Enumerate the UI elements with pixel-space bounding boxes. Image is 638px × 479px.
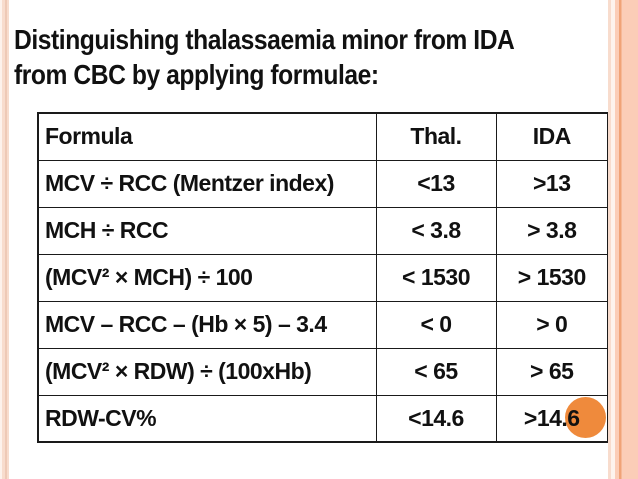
formula-cell: RDW-CV% <box>37 394 377 443</box>
thal-value-cell: <13 <box>375 159 497 208</box>
header-thal: Thal. <box>375 112 497 161</box>
ida-value-cell: > 3.8 <box>495 206 609 255</box>
thal-value-cell: < 65 <box>375 347 497 396</box>
ida-value-cell: >13 <box>495 159 609 208</box>
ida-value-cell: > 1530 <box>495 253 609 302</box>
formula-cell: (MCV² × RDW) ÷ (100xHb) <box>37 347 377 396</box>
header-ida: IDA <box>495 112 609 161</box>
formula-cell: MCV ÷ RCC (Mentzer index) <box>37 159 377 208</box>
ida-value-cell: >14.6 <box>495 394 609 443</box>
table-row-mch-rcc: MCH ÷ RCC < 3.8 > 3.8 <box>37 206 609 255</box>
table-row-england-fraser: MCV – RCC – (Hb × 5) – 3.4 < 0 > 0 <box>37 300 609 349</box>
slide-title: Distinguishing thalassaemia minor from I… <box>14 22 595 92</box>
table-row-mcv2-mch: (MCV² × MCH) ÷ 100 < 1530 > 1530 <box>37 253 609 302</box>
left-border-decoration <box>0 0 10 479</box>
ida-value-cell: > 65 <box>495 347 609 396</box>
thal-value-cell: < 1530 <box>375 253 497 302</box>
table-row-mcv2-rdw: (MCV² × RDW) ÷ (100xHb) < 65 > 65 <box>37 347 609 396</box>
slide-title-line-2: from CBC by applying formulae: <box>14 59 379 90</box>
thal-value-cell: < 3.8 <box>375 206 497 255</box>
formula-cell: MCV – RCC – (Hb × 5) – 3.4 <box>37 300 377 349</box>
thal-value-cell: < 0 <box>375 300 497 349</box>
slide-title-line-1: Distinguishing thalassaemia minor from I… <box>14 24 515 55</box>
thal-value-cell: <14.6 <box>375 394 497 443</box>
header-formula: Formula <box>37 112 377 161</box>
table-row-rdw-cv: RDW-CV% <14.6 >14.6 <box>37 394 609 443</box>
right-border-decoration <box>608 0 638 479</box>
formula-cell: MCH ÷ RCC <box>37 206 377 255</box>
formula-cell: (MCV² × MCH) ÷ 100 <box>37 253 377 302</box>
formulae-table: Formula Thal. IDA MCV ÷ RCC (Mentzer ind… <box>37 112 609 443</box>
ida-value-cell: > 0 <box>495 300 609 349</box>
table-header-row: Formula Thal. IDA <box>37 112 609 161</box>
table-row-mentzer-index: MCV ÷ RCC (Mentzer index) <13 >13 <box>37 159 609 208</box>
